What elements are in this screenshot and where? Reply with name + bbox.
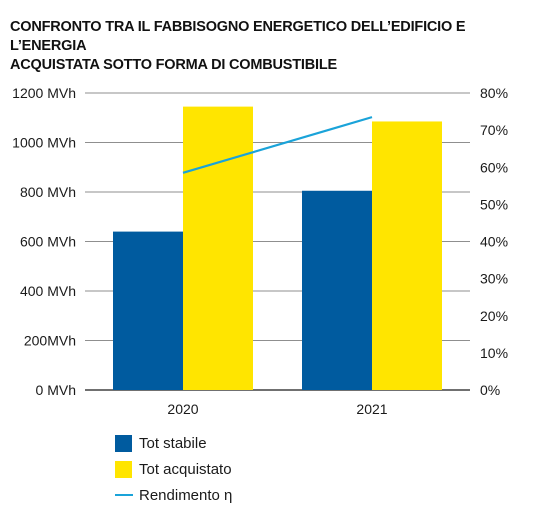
right-tick-label: 10% xyxy=(480,345,508,361)
right-tick-label: 80% xyxy=(480,85,508,101)
left-tick-label: 800 MVh xyxy=(20,184,76,200)
left-tick-label: 1000 MVh xyxy=(12,135,76,151)
left-tick-label: 200MVh xyxy=(24,333,76,349)
right-axis-ticks: 0% 10% 20% 30% 40% 50% 60% 70% 80% xyxy=(480,85,508,398)
bar-tot-stabile-2020 xyxy=(113,231,183,390)
legend-label-tot-acquistato: Tot acquistato xyxy=(139,460,232,478)
right-tick-label: 0% xyxy=(480,382,500,398)
legend-swatch-tot-acquistato xyxy=(115,460,132,478)
line-rendimento xyxy=(182,116,373,174)
line-series-group xyxy=(182,116,373,174)
bar-tot-stabile-2021 xyxy=(302,190,372,390)
chart-title-line-1: CONFRONTO TRA IL FABBISOGNO ENERGETICO D… xyxy=(10,19,466,54)
x-tick-label-2020: 2020 xyxy=(167,401,198,417)
right-tick-label: 70% xyxy=(480,122,508,138)
left-tick-label: 600 MVh xyxy=(20,234,76,250)
right-tick-label: 50% xyxy=(480,196,508,212)
legend-item-tot-acquistato: Tot acquistato xyxy=(115,456,232,482)
legend-swatch-rendimento xyxy=(115,494,133,496)
left-tick-label: 400 MVh xyxy=(20,283,76,299)
right-tick-label: 60% xyxy=(480,159,508,175)
left-tick-label: 0 MVh xyxy=(36,382,76,398)
legend-swatch-tot-stabile xyxy=(115,434,132,452)
chart-title-line-2: ACQUISTATA SOTTO FORMA DI COMBUSTIBILE xyxy=(10,57,337,73)
legend-item-tot-stabile: Tot stabile xyxy=(115,430,232,456)
bars-group xyxy=(113,106,442,391)
right-tick-label: 20% xyxy=(480,308,508,324)
right-tick-label: 30% xyxy=(480,271,508,287)
legend-item-rendimento: Rendimento η xyxy=(115,482,232,508)
bar-tot-acquistato-2020 xyxy=(183,106,253,391)
left-tick-label: 1200 MVh xyxy=(12,85,76,101)
legend: Tot stabile Tot acquistato Rendimento η xyxy=(115,430,232,508)
left-axis-ticks: 0 MVh 200MVh 400 MVh 600 MVh 800 MVh 1000 MVh… xyxy=(12,85,76,398)
x-tick-label-2021: 2021 xyxy=(356,401,387,417)
legend-label-rendimento: Rendimento η xyxy=(139,486,233,504)
chart-title: CONFRONTO TRA IL FABBISOGNO ENERGETICO D… xyxy=(10,18,525,75)
x-axis-ticks: 2020 2021 xyxy=(167,401,387,417)
right-tick-label: 40% xyxy=(480,234,508,250)
legend-label-tot-stabile: Tot stabile xyxy=(139,434,207,452)
bar-tot-acquistato-2021 xyxy=(372,121,442,391)
